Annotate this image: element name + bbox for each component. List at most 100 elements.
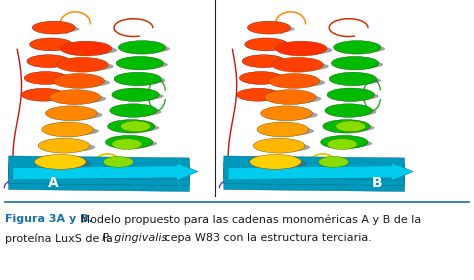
Ellipse shape — [246, 59, 290, 66]
Ellipse shape — [320, 136, 368, 149]
Ellipse shape — [65, 46, 117, 55]
FancyArrow shape — [13, 163, 198, 181]
Ellipse shape — [334, 41, 381, 54]
Ellipse shape — [116, 57, 164, 70]
Ellipse shape — [329, 72, 376, 86]
Ellipse shape — [275, 41, 327, 56]
Ellipse shape — [108, 120, 155, 133]
Ellipse shape — [27, 55, 70, 67]
Text: Figura 3A y B.: Figura 3A y B. — [5, 214, 93, 224]
Ellipse shape — [55, 94, 106, 103]
Ellipse shape — [255, 159, 307, 168]
Ellipse shape — [116, 92, 164, 100]
Ellipse shape — [112, 124, 159, 132]
Ellipse shape — [245, 38, 288, 51]
Ellipse shape — [56, 57, 108, 72]
Ellipse shape — [62, 62, 114, 71]
Ellipse shape — [261, 106, 312, 121]
Ellipse shape — [103, 157, 133, 167]
Ellipse shape — [252, 25, 295, 33]
Ellipse shape — [26, 92, 69, 100]
Ellipse shape — [120, 121, 151, 132]
Text: A: A — [48, 176, 59, 190]
Ellipse shape — [118, 41, 166, 54]
Ellipse shape — [53, 74, 105, 88]
Ellipse shape — [247, 21, 291, 34]
FancyArrow shape — [228, 163, 413, 181]
Ellipse shape — [112, 139, 142, 150]
Text: Modelo propuesto para las cadenas monoméricas A y B de la: Modelo propuesto para las cadenas monomé… — [77, 214, 421, 225]
Text: proteína LuxS de la: proteína LuxS de la — [5, 233, 117, 244]
Ellipse shape — [118, 76, 166, 84]
Ellipse shape — [42, 122, 93, 137]
Ellipse shape — [123, 45, 170, 53]
Ellipse shape — [277, 62, 329, 71]
Polygon shape — [224, 162, 405, 186]
Ellipse shape — [40, 159, 91, 168]
Ellipse shape — [331, 57, 379, 70]
Ellipse shape — [38, 138, 90, 153]
Text: B: B — [371, 176, 382, 190]
Ellipse shape — [241, 92, 284, 100]
Ellipse shape — [325, 139, 372, 148]
Ellipse shape — [32, 21, 75, 34]
Ellipse shape — [31, 59, 74, 66]
Ellipse shape — [29, 38, 73, 51]
Ellipse shape — [244, 76, 287, 83]
Ellipse shape — [60, 41, 112, 56]
Ellipse shape — [58, 78, 110, 87]
Ellipse shape — [270, 94, 321, 103]
Ellipse shape — [28, 76, 72, 83]
Ellipse shape — [250, 155, 301, 169]
Ellipse shape — [239, 72, 283, 84]
Ellipse shape — [327, 124, 374, 132]
Ellipse shape — [237, 88, 280, 101]
Ellipse shape — [253, 138, 305, 153]
Ellipse shape — [327, 88, 374, 101]
Ellipse shape — [263, 127, 314, 136]
Ellipse shape — [36, 25, 80, 33]
Ellipse shape — [272, 57, 323, 72]
Ellipse shape — [46, 106, 97, 121]
Ellipse shape — [323, 120, 370, 133]
Ellipse shape — [249, 42, 292, 50]
Ellipse shape — [331, 92, 379, 100]
Ellipse shape — [266, 110, 318, 119]
Polygon shape — [9, 162, 190, 186]
Ellipse shape — [47, 127, 99, 136]
Ellipse shape — [338, 45, 385, 53]
Ellipse shape — [336, 121, 366, 132]
Ellipse shape — [259, 143, 310, 152]
Ellipse shape — [334, 76, 381, 84]
Ellipse shape — [44, 143, 95, 152]
Ellipse shape — [264, 90, 316, 104]
Ellipse shape — [110, 139, 157, 148]
Ellipse shape — [327, 139, 357, 150]
Ellipse shape — [257, 122, 309, 137]
Text: P. gingivalis: P. gingivalis — [102, 233, 167, 243]
Ellipse shape — [273, 78, 325, 87]
Ellipse shape — [268, 74, 320, 88]
Ellipse shape — [112, 88, 159, 101]
Ellipse shape — [34, 42, 77, 50]
Polygon shape — [9, 168, 190, 192]
Ellipse shape — [105, 136, 153, 149]
Ellipse shape — [329, 108, 376, 116]
Ellipse shape — [242, 55, 285, 67]
Polygon shape — [224, 156, 405, 180]
Ellipse shape — [319, 157, 348, 167]
Ellipse shape — [281, 46, 332, 55]
Polygon shape — [9, 156, 190, 180]
Ellipse shape — [24, 72, 67, 84]
Polygon shape — [224, 168, 405, 192]
Ellipse shape — [325, 104, 372, 117]
Ellipse shape — [336, 60, 383, 69]
Ellipse shape — [120, 60, 168, 69]
Ellipse shape — [21, 88, 64, 101]
Ellipse shape — [114, 72, 161, 86]
Ellipse shape — [51, 110, 102, 119]
Text: cepa W83 con la estructura terciaria.: cepa W83 con la estructura terciaria. — [161, 233, 372, 243]
Ellipse shape — [49, 90, 101, 104]
Ellipse shape — [110, 104, 157, 117]
Ellipse shape — [114, 108, 161, 116]
